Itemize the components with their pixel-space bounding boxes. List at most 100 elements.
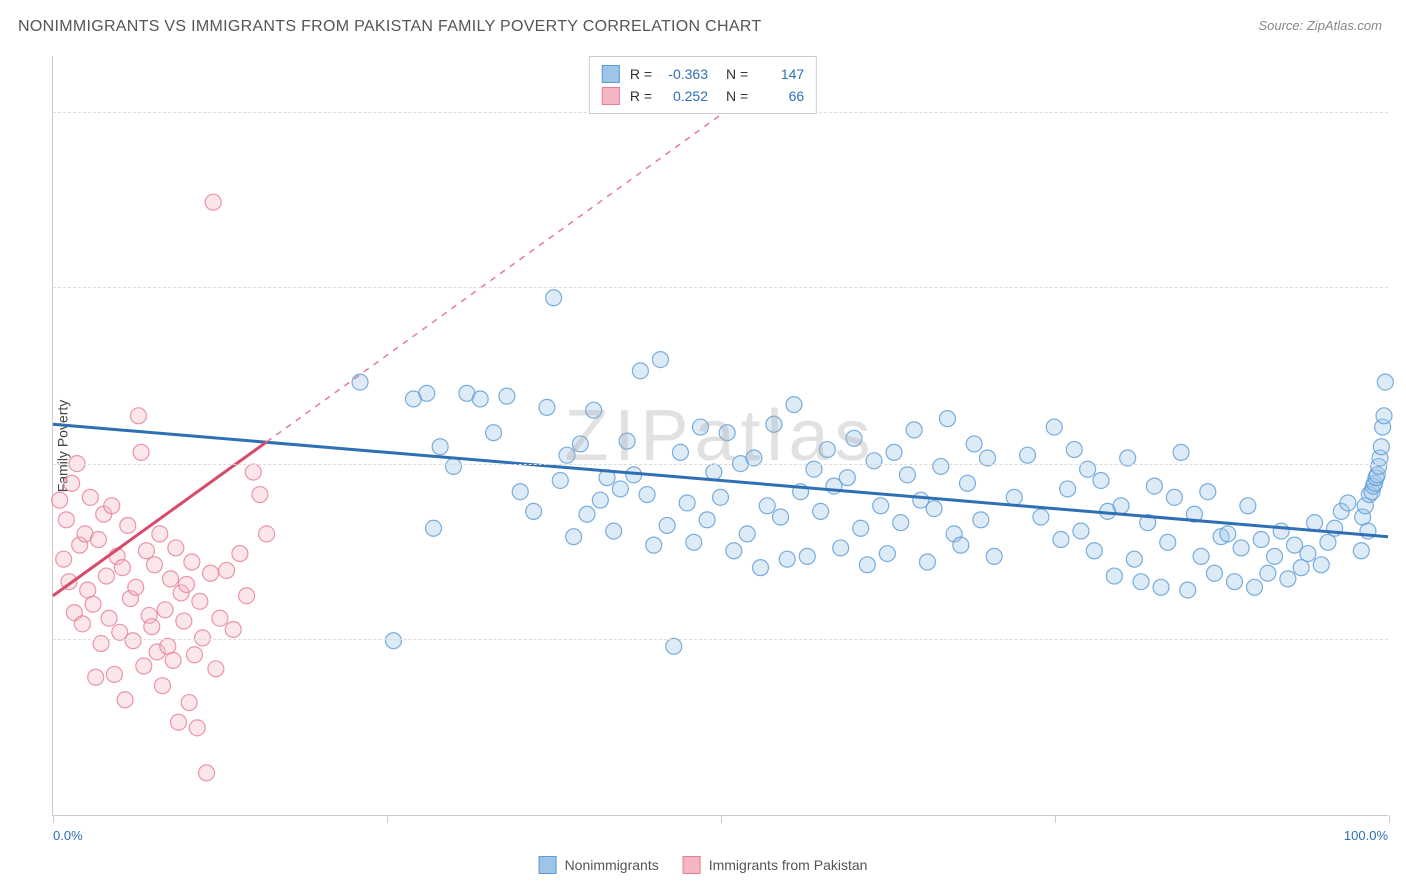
scatter-point (973, 512, 989, 528)
scatter-point (1313, 557, 1329, 573)
scatter-point (165, 652, 181, 668)
x-tick (1055, 815, 1056, 823)
legend-label: Immigrants from Pakistan (709, 857, 868, 873)
n-label: N = (726, 88, 748, 104)
scatter-point (179, 576, 195, 592)
stats-row: R = 0.252 N = 66 (602, 85, 804, 107)
legend-item: Immigrants from Pakistan (683, 856, 868, 874)
scatter-point (85, 596, 101, 612)
scatter-point (1233, 540, 1249, 556)
bottom-legend: Nonimmigrants Immigrants from Pakistan (539, 856, 868, 874)
scatter-point (759, 498, 775, 514)
r-label: R = (630, 88, 652, 104)
scatter-point (959, 475, 975, 491)
scatter-point (219, 562, 235, 578)
scatter-point (726, 543, 742, 559)
scatter-point (753, 560, 769, 576)
scatter-point (176, 613, 192, 629)
n-value: 147 (758, 66, 804, 82)
correlation-stats-box: R =-0.363N =147R =0.252N =66 (589, 56, 817, 114)
scatter-point (259, 526, 275, 542)
scatter-point (1377, 374, 1393, 390)
scatter-point (205, 194, 221, 210)
scatter-point (56, 551, 72, 567)
scatter-point (526, 503, 542, 519)
scatter-point (512, 484, 528, 500)
scatter-point (1020, 447, 1036, 463)
scatter-point (1220, 526, 1236, 542)
scatter-point (1073, 523, 1089, 539)
scatter-point (419, 385, 435, 401)
scatter-point (546, 290, 562, 306)
scatter-point (1240, 498, 1256, 514)
scatter-point (739, 526, 755, 542)
scatter-point (859, 557, 875, 573)
scatter-point (1033, 509, 1049, 525)
r-value: 0.252 (662, 88, 708, 104)
x-tick (721, 815, 722, 823)
scatter-point (873, 498, 889, 514)
n-label: N = (726, 66, 748, 82)
scatter-point (779, 551, 795, 567)
scatter-point (919, 554, 935, 570)
scatter-point (866, 453, 882, 469)
scatter-point (225, 621, 241, 637)
legend-swatch (602, 87, 620, 105)
n-value: 66 (758, 88, 804, 104)
scatter-point (786, 397, 802, 413)
scatter-point (652, 352, 668, 368)
scatter-point (1146, 478, 1162, 494)
scatter-point (692, 419, 708, 435)
scatter-point (893, 515, 909, 531)
scatter-point (566, 529, 582, 545)
chart-title: NONIMMIGRANTS VS IMMIGRANTS FROM PAKISTA… (18, 18, 761, 36)
scatter-point (713, 489, 729, 505)
scatter-point (539, 399, 555, 415)
scatter-point (1353, 543, 1369, 559)
scatter-point (352, 374, 368, 390)
scatter-point (104, 498, 120, 514)
scatter-point (1153, 579, 1169, 595)
trendline-dashed (267, 62, 795, 442)
scatter-point (1160, 534, 1176, 550)
scatter-point (559, 447, 575, 463)
scatter-point (1300, 546, 1316, 562)
scatter-point (1273, 523, 1289, 539)
legend-item: Nonimmigrants (539, 856, 659, 874)
scatter-point (933, 458, 949, 474)
scatter-point (813, 503, 829, 519)
scatter-point (719, 425, 735, 441)
scatter-point (1093, 472, 1109, 488)
scatter-point (120, 517, 136, 533)
scatter-point (1126, 551, 1142, 567)
gridline (53, 639, 1388, 640)
scatter-svg (53, 56, 1388, 815)
scatter-point (98, 568, 114, 584)
stats-row: R =-0.363N =147 (602, 63, 804, 85)
scatter-point (232, 546, 248, 562)
scatter-point (1060, 481, 1076, 497)
scatter-point (853, 520, 869, 536)
scatter-point (106, 666, 122, 682)
scatter-point (1226, 574, 1242, 590)
scatter-point (170, 714, 186, 730)
scatter-point (157, 602, 173, 618)
scatter-point (1206, 565, 1222, 581)
scatter-point (586, 402, 602, 418)
scatter-point (699, 512, 715, 528)
legend-swatch (539, 856, 557, 874)
scatter-point (425, 520, 441, 536)
scatter-point (646, 537, 662, 553)
scatter-point (833, 540, 849, 556)
scatter-point (886, 444, 902, 460)
scatter-point (168, 540, 184, 556)
scatter-point (152, 526, 168, 542)
source-value: ZipAtlas.com (1307, 18, 1382, 33)
scatter-point (1166, 489, 1182, 505)
scatter-point (966, 436, 982, 452)
scatter-point (1200, 484, 1216, 500)
scatter-point (1340, 495, 1356, 511)
y-tick-label: 18.8% (1396, 279, 1406, 294)
scatter-point (672, 444, 688, 460)
scatter-point (1376, 408, 1392, 424)
